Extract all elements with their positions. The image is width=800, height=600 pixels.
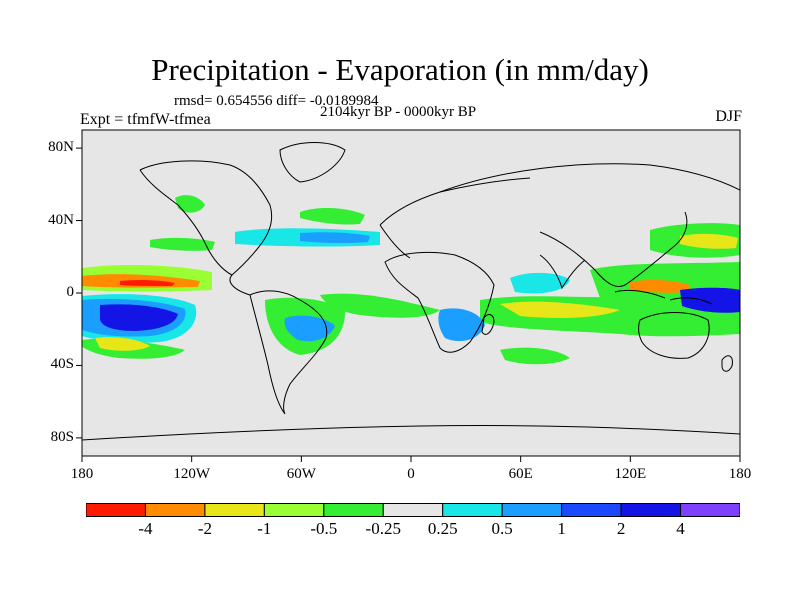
colorbar-box <box>86 503 146 517</box>
lat-label: 40N <box>48 211 74 228</box>
colorbar <box>86 503 740 517</box>
band-maritime-orange <box>630 279 690 293</box>
band-pacific-itcz-peak <box>120 279 175 286</box>
coast-greenland <box>279 142 346 183</box>
colorbar-label: -2 <box>197 519 212 538</box>
lat-label: 80N <box>48 139 74 156</box>
lon-label: 120W <box>173 466 210 482</box>
colorbar-box <box>620 503 682 517</box>
coast-new-zealand <box>721 355 733 372</box>
blob-south-pacific-core <box>100 304 178 331</box>
colorbar-box <box>561 503 622 517</box>
coast-north-america <box>139 160 273 296</box>
colorbar-label: 1 <box>557 519 566 538</box>
stats-line: rmsd= 0.654556 diff= -0.0189984 <box>174 93 379 109</box>
colorbar-label: 0.25 <box>427 519 458 538</box>
pe-anomaly-field <box>82 195 740 365</box>
colorbar-box <box>501 503 563 517</box>
lon-label: 60W <box>286 466 316 482</box>
colorbar-box <box>144 503 206 517</box>
colorbar-box <box>263 503 325 517</box>
blob-west-pacific-blue <box>680 287 740 313</box>
coast-maritime-islands <box>614 289 713 305</box>
coast-south-america <box>249 290 328 415</box>
lat-label: 80S <box>50 428 74 445</box>
blob-nw-pacific-yellow <box>680 233 738 249</box>
colorbar-box <box>442 503 503 517</box>
colorbar-box <box>382 503 444 517</box>
coast-madagascar <box>481 314 495 335</box>
lon-label: 0 <box>407 466 415 482</box>
blob-arabian-sea <box>510 272 570 294</box>
blob-southern-indian <box>500 347 570 365</box>
coast-australia <box>638 312 710 359</box>
coast-asia <box>439 163 740 287</box>
blob-east-africa <box>438 308 485 342</box>
blob-europe-green <box>300 208 365 225</box>
lon-label: 60E <box>508 466 533 482</box>
blob-south-pacific-wet-core <box>95 337 150 351</box>
lat-label: 0 <box>66 284 75 300</box>
coast-africa <box>384 251 495 353</box>
period-label: 2104kyr BP - 0000kyr BP <box>320 104 477 120</box>
experiment-label: Expt = tfmfW-tfmea <box>80 111 211 128</box>
blob-north-atlantic-core <box>300 232 370 244</box>
blob-na-east <box>150 237 215 251</box>
colorbar-box <box>204 503 265 517</box>
axis-ticks <box>76 147 741 462</box>
colorbar-box <box>323 503 384 517</box>
lon-label: 120E <box>614 466 647 482</box>
season-label: DJF <box>715 108 742 125</box>
lat-label: 40S <box>50 356 74 373</box>
blob-atlantic-itcz <box>320 293 440 318</box>
colorbar-label: -1 <box>257 519 272 538</box>
colorbar-label: 0.5 <box>491 519 513 538</box>
colorbar-label: -0.25 <box>365 519 401 538</box>
blob-south-america-blue <box>284 315 335 342</box>
colorbar-label: -0.5 <box>310 519 338 538</box>
colorbar-box <box>680 503 740 517</box>
band-indian-ocean-yellow <box>500 301 620 318</box>
coast-india <box>539 254 586 290</box>
blob-north-pacific-east <box>175 195 205 213</box>
chart-title: Precipitation - Evaporation (in mm/day) <box>151 52 649 87</box>
colorbar-label: 4 <box>676 519 685 538</box>
coast-antarctica <box>82 424 740 441</box>
coastlines <box>82 142 740 441</box>
colorbar-label: 2 <box>616 519 626 538</box>
colorbar-label: -4 <box>138 519 153 538</box>
lon-label: 180 <box>70 466 94 482</box>
lon-label: 180 <box>728 466 752 482</box>
